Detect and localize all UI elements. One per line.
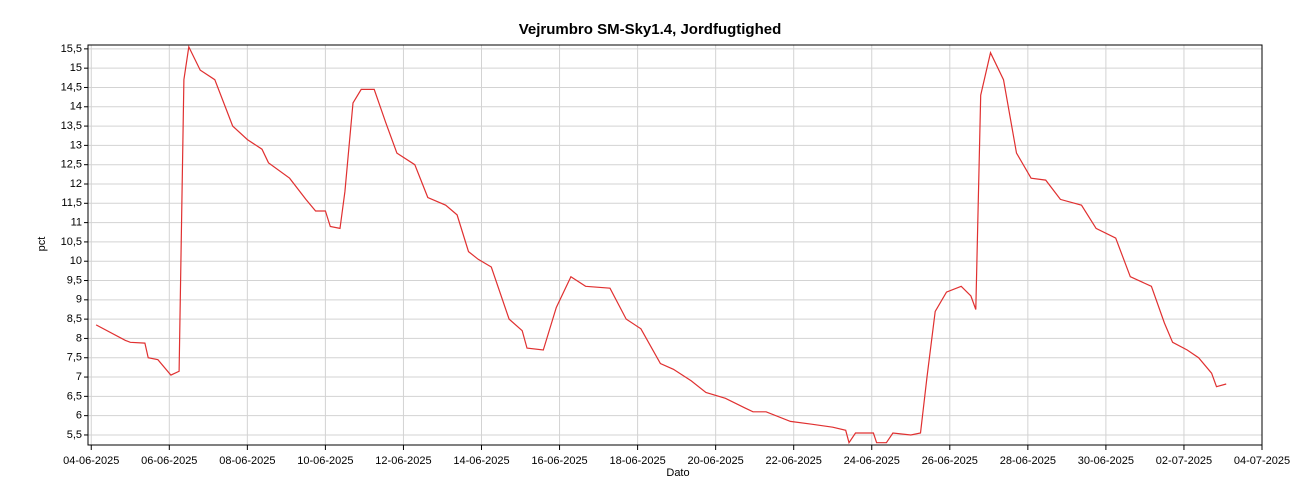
y-tick-label: 13,5 — [61, 120, 82, 132]
y-tick-label: 10 — [70, 255, 82, 267]
x-tick-label: 14-06-2025 — [453, 455, 509, 467]
x-tick-label: 04-07-2025 — [1234, 455, 1290, 467]
y-tick-label: 14 — [70, 101, 82, 113]
x-tick-label: 06-06-2025 — [141, 455, 197, 467]
y-tick-label: 11,5 — [61, 197, 82, 209]
x-tick-label: 08-06-2025 — [219, 455, 275, 467]
y-axis-label: pct — [36, 237, 48, 252]
y-tick-label: 6 — [76, 410, 82, 422]
x-tick-label: 20-06-2025 — [688, 455, 744, 467]
y-tick-label: 8 — [76, 332, 82, 344]
y-tick-label: 7 — [76, 371, 82, 383]
y-tick-label: 11 — [71, 217, 82, 229]
x-tick-label: 28-06-2025 — [1000, 455, 1056, 467]
y-tick-label: 9,5 — [67, 274, 82, 286]
y-tick-label: 15,5 — [61, 43, 82, 55]
chart-title: Vejrumbro SM-Sky1.4, Jordfugtighed — [519, 21, 782, 38]
y-tick-label: 8,5 — [67, 313, 82, 325]
x-tick-label: 24-06-2025 — [844, 455, 900, 467]
x-tick-label: 22-06-2025 — [766, 455, 822, 467]
plot-frame — [87, 44, 1263, 446]
y-tick-label: 5,5 — [67, 429, 82, 441]
x-tick-label: 16-06-2025 — [531, 455, 587, 467]
x-tick-label: 02-07-2025 — [1156, 455, 1212, 467]
y-tick-label: 12,5 — [61, 159, 82, 171]
y-tick-label: 9 — [76, 294, 82, 306]
y-tick-label: 13 — [70, 139, 82, 151]
data-line — [95, 44, 1227, 445]
y-tick-label: 6,5 — [67, 390, 82, 402]
y-tick-label: 12 — [70, 178, 82, 190]
x-tick-label: 10-06-2025 — [297, 455, 353, 467]
y-tick-label: 14,5 — [61, 81, 82, 93]
y-tick-label: 10,5 — [61, 236, 82, 248]
x-tick-label: 04-06-2025 — [63, 455, 119, 467]
y-tick-label: 15 — [70, 62, 82, 74]
x-tick-label: 18-06-2025 — [609, 455, 665, 467]
x-tick-label: 12-06-2025 — [375, 455, 431, 467]
x-axis-label: Dato — [666, 467, 689, 479]
y-tick-label: 7,5 — [67, 352, 82, 364]
x-tick-label: 30-06-2025 — [1078, 455, 1134, 467]
x-tick-label: 26-06-2025 — [922, 455, 978, 467]
